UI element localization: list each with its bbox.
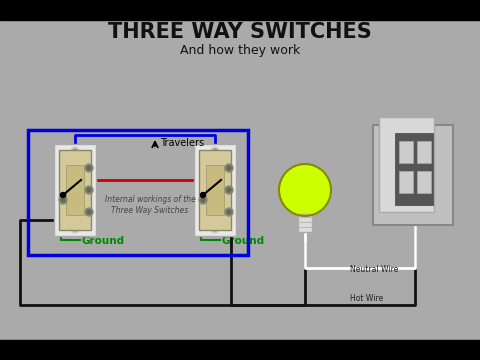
Bar bbox=[373, 125, 453, 225]
Circle shape bbox=[225, 208, 233, 216]
Text: Neutral Wire: Neutral Wire bbox=[350, 266, 398, 274]
Circle shape bbox=[59, 196, 67, 204]
Bar bbox=[379, 117, 434, 212]
Bar bbox=[194, 144, 236, 236]
Text: Ground: Ground bbox=[82, 236, 125, 246]
Bar bbox=[298, 214, 312, 232]
Circle shape bbox=[211, 225, 219, 233]
Text: Ground: Ground bbox=[222, 236, 265, 246]
Bar bbox=[206, 165, 224, 215]
Circle shape bbox=[211, 147, 219, 155]
Text: THREE WAY SWITCHES: THREE WAY SWITCHES bbox=[108, 22, 372, 42]
Circle shape bbox=[213, 149, 217, 153]
Circle shape bbox=[201, 193, 205, 198]
Circle shape bbox=[71, 225, 79, 233]
Circle shape bbox=[227, 210, 231, 214]
Bar bbox=[28, 130, 248, 255]
Bar bbox=[399, 141, 413, 163]
Bar bbox=[0, 0, 480, 20]
Circle shape bbox=[199, 196, 207, 204]
Bar bbox=[199, 150, 231, 230]
Circle shape bbox=[201, 198, 205, 202]
Circle shape bbox=[225, 186, 233, 194]
Bar bbox=[66, 165, 84, 215]
Text: Travelers: Travelers bbox=[160, 138, 204, 148]
Circle shape bbox=[227, 166, 231, 170]
Circle shape bbox=[225, 164, 233, 172]
Text: And how they work: And how they work bbox=[180, 44, 300, 57]
Circle shape bbox=[73, 227, 77, 231]
Circle shape bbox=[85, 186, 93, 194]
Bar bbox=[59, 150, 91, 230]
Circle shape bbox=[71, 147, 79, 155]
Circle shape bbox=[87, 188, 91, 192]
Bar bbox=[0, 340, 480, 360]
Circle shape bbox=[61, 198, 65, 202]
Bar bbox=[417, 171, 431, 193]
Circle shape bbox=[279, 164, 331, 216]
Text: Internal workings of the
Three Way Switches: Internal workings of the Three Way Switc… bbox=[105, 195, 195, 215]
Circle shape bbox=[213, 227, 217, 231]
Bar bbox=[395, 133, 433, 205]
Circle shape bbox=[73, 149, 77, 153]
Bar bbox=[417, 141, 431, 163]
Circle shape bbox=[60, 193, 65, 198]
Circle shape bbox=[227, 188, 231, 192]
Circle shape bbox=[87, 210, 91, 214]
Text: Hot Wire: Hot Wire bbox=[350, 294, 383, 303]
Bar bbox=[399, 171, 413, 193]
Bar bbox=[54, 144, 96, 236]
Circle shape bbox=[85, 164, 93, 172]
Circle shape bbox=[87, 166, 91, 170]
Circle shape bbox=[85, 208, 93, 216]
